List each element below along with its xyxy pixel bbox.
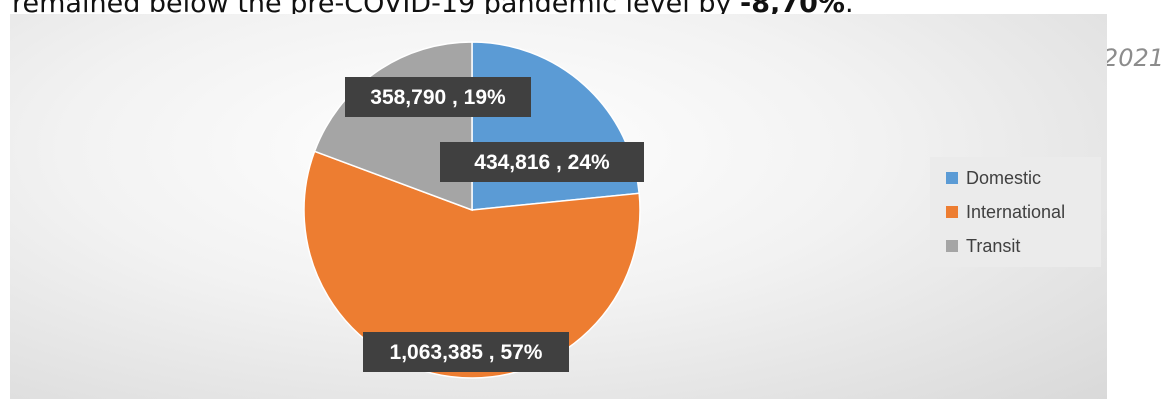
legend-swatch-international [946,206,958,218]
data-label-box-domestic [440,142,644,182]
legend-label-domestic: Domestic [966,167,1042,188]
data-label-box-international [363,332,569,372]
data-label-text-domestic: 434,816 , 24% [474,151,610,174]
chart-legend: Domestic International Transit [930,157,1101,267]
data-label-international: 1,063,385 , 57% [363,332,569,372]
legend-swatch-transit [946,240,958,252]
data-label-text-transit: 358,790 , 19% [370,86,506,109]
data-label-box-transit [345,77,531,117]
header-text-suffix: . [844,0,854,19]
legend-item-transit: Transit [930,229,1101,263]
legend-item-international: International [930,195,1101,229]
pie-slice-international [303,150,641,379]
data-label-text-international: 1,063,385 , 57% [390,341,543,364]
legend-item-domestic: Domestic [930,161,1101,195]
legend-label-international: International [966,201,1066,222]
legend-label-transit: Transit [966,235,1021,256]
side-year-text: 2021 [1102,44,1164,72]
pie-slice-domestic [471,41,640,211]
legend-swatch-domestic [946,172,958,184]
pie-chart-svg: 434,816 , 24% 1,063,385 , 57% 358,790 , 19… [303,41,644,379]
data-label-transit: 358,790 , 19% [345,77,531,117]
pie-chart: 434,816 , 24% 1,063,385 , 57% 358,790 , 19… [10,14,1107,399]
data-label-domestic: 434,816 , 24% [440,142,644,182]
